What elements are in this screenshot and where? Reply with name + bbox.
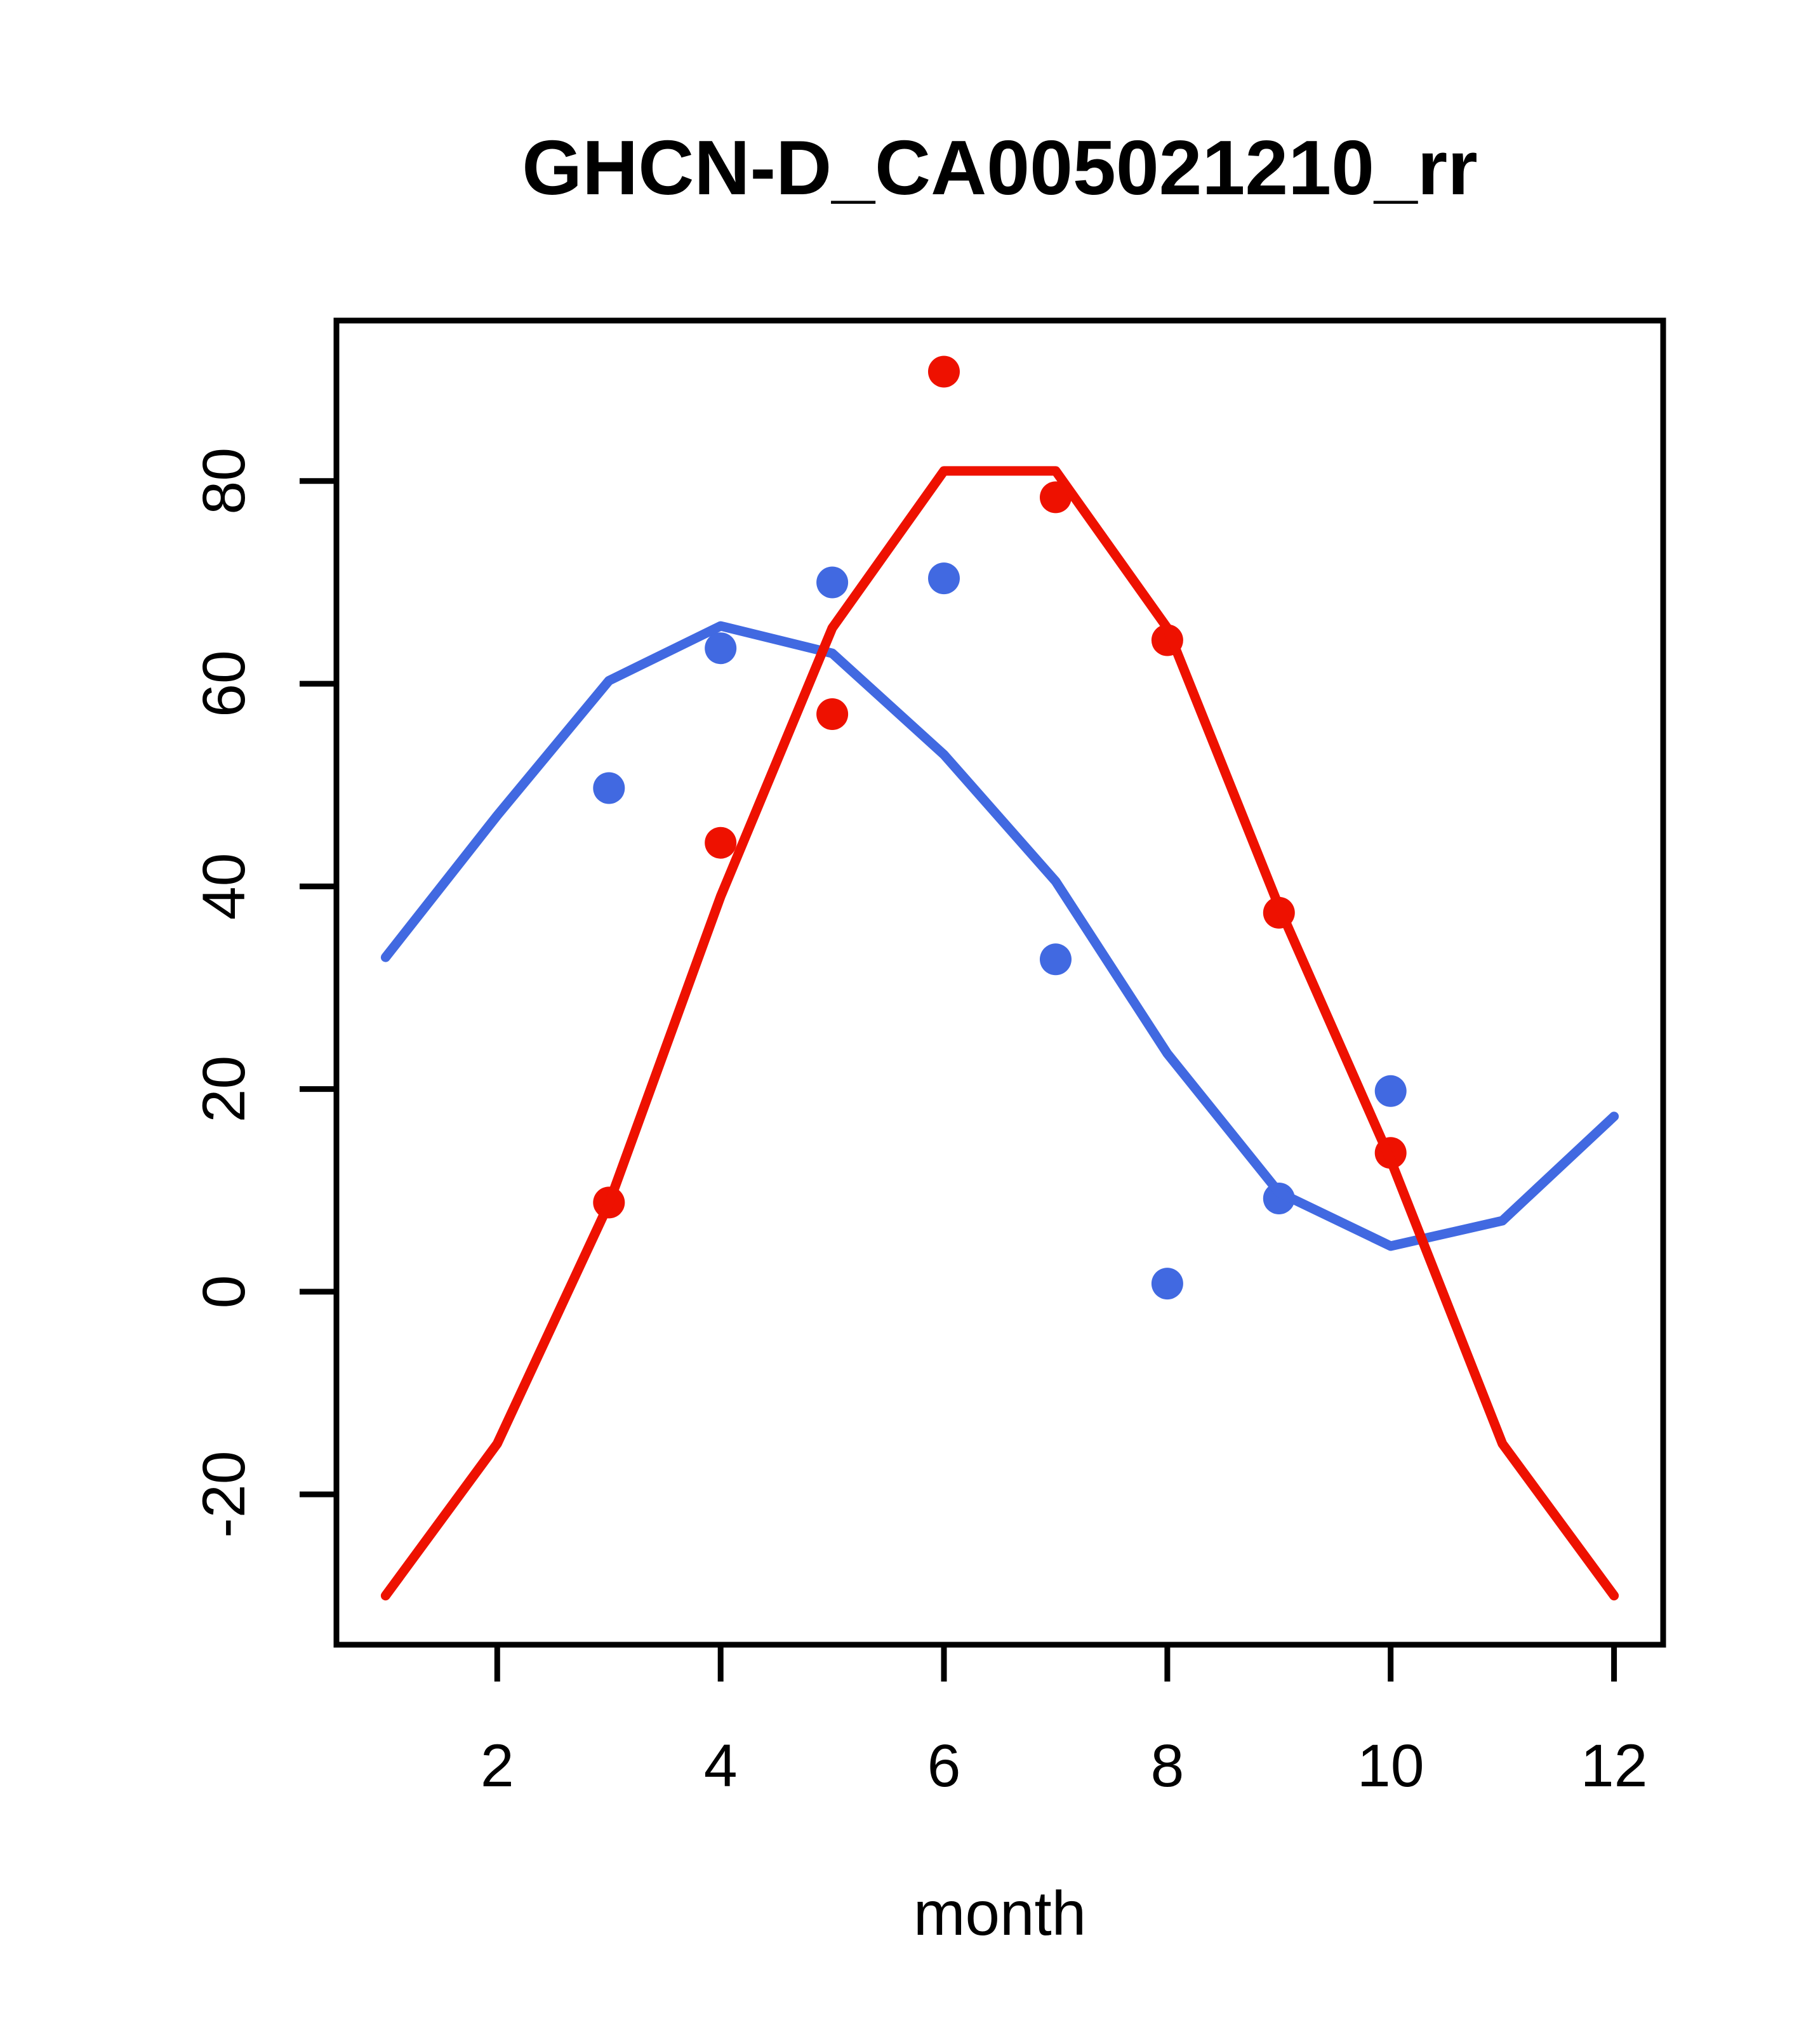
x-tick-label: 10	[1357, 1732, 1424, 1800]
blue-data-point	[928, 562, 960, 595]
blue-data-point	[1151, 1268, 1183, 1300]
blue-data-point	[705, 632, 737, 665]
y-tick-label: 20	[190, 1056, 258, 1123]
x-tick-label: 4	[704, 1732, 738, 1800]
blue-data-point	[816, 566, 849, 599]
x-tick-label: 8	[1150, 1732, 1184, 1800]
red-data-point	[816, 698, 849, 730]
plot-svg: 2 4 6 8 10 12 -20 0 20 40 60 80 GHCN-D_CA005021210_r…	[190, 124, 1666, 1948]
blue-data-point	[1040, 943, 1072, 976]
x-tick-label: 2	[481, 1732, 514, 1800]
chart-figure: 2 4 6 8 10 12 -20 0 20 40 60 80 GHCN-D_CA005021210_r…	[25, 10, 1799, 2034]
y-tick-label: 80	[190, 448, 258, 515]
x-axis-title: month	[913, 1878, 1086, 1948]
x-tick-label: 6	[927, 1732, 961, 1800]
y-tick-label: 0	[190, 1275, 258, 1308]
red-fit-line	[380, 466, 1619, 1601]
blue-data-point	[1374, 1075, 1407, 1107]
blue-data-point	[1263, 1183, 1295, 1214]
y-tick-label: -20	[190, 1450, 258, 1537]
plot-border	[333, 317, 1666, 1648]
y-tick-label: 60	[190, 650, 258, 717]
y-tick-label: 40	[190, 853, 258, 920]
blue-data-point	[593, 772, 625, 804]
x-tick-label: 12	[1581, 1732, 1648, 1800]
red-data-point	[928, 355, 960, 388]
blue-fit-line	[380, 621, 1619, 1251]
chart-title: GHCN-D_CA005021210_rr	[522, 124, 1477, 211]
red-data-point	[705, 826, 737, 859]
